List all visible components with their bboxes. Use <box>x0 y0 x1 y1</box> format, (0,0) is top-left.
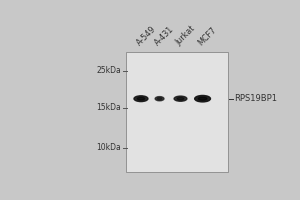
Text: 10kDa: 10kDa <box>97 143 121 152</box>
Ellipse shape <box>134 96 148 102</box>
Text: 15kDa: 15kDa <box>97 103 121 112</box>
Text: 25kDa: 25kDa <box>97 66 121 75</box>
Ellipse shape <box>198 97 207 100</box>
Text: A-549: A-549 <box>135 24 158 47</box>
Text: Jurkat: Jurkat <box>174 24 197 47</box>
Text: RPS19BP1: RPS19BP1 <box>234 94 277 103</box>
Ellipse shape <box>195 95 211 102</box>
Bar <box>126 52 228 172</box>
Ellipse shape <box>137 97 145 100</box>
Ellipse shape <box>174 96 187 101</box>
Ellipse shape <box>177 97 184 100</box>
Ellipse shape <box>155 97 164 101</box>
Text: MCF7: MCF7 <box>196 25 218 47</box>
Text: A-431: A-431 <box>153 24 176 47</box>
Ellipse shape <box>157 98 162 100</box>
